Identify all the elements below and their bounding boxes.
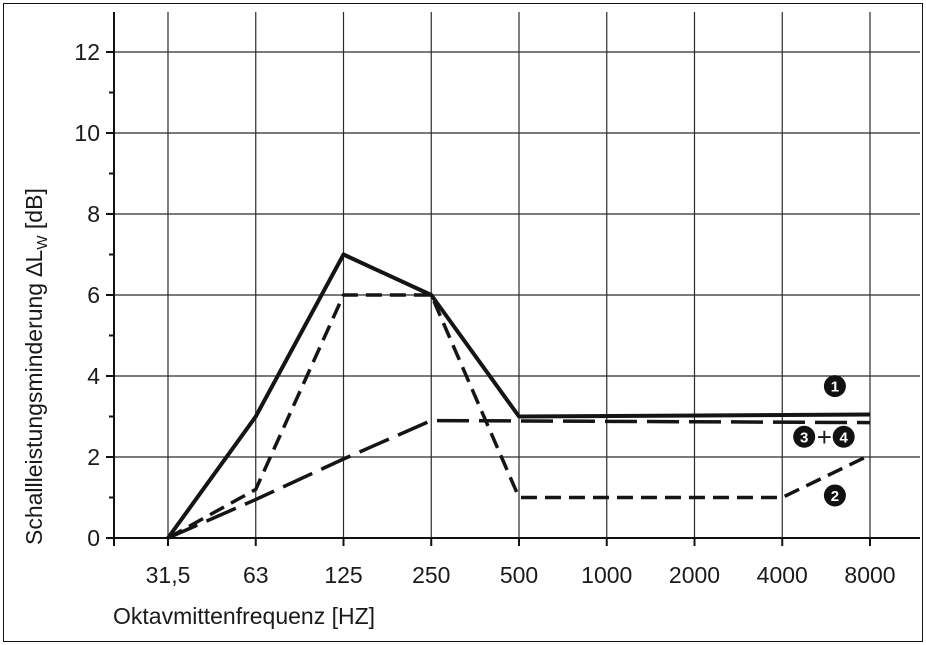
x-tick-label: 500 xyxy=(500,562,538,588)
series-layer xyxy=(166,252,871,540)
chart-frame xyxy=(3,3,923,642)
series-marker-circle xyxy=(793,425,816,448)
series-marker-label: 1 xyxy=(831,379,839,396)
series-marker-label: 3 xyxy=(800,429,808,446)
x-tick-label: 4000 xyxy=(757,562,808,588)
y-axis-title-unit: [dB] xyxy=(21,188,47,235)
series-marker-label: 4 xyxy=(840,429,849,446)
x-tick-label: 2000 xyxy=(669,562,720,588)
y-tick-label: 8 xyxy=(87,201,100,227)
x-axis-title: Oktavmittenfrequenz [HZ] xyxy=(113,603,375,629)
series-marker-label: 2 xyxy=(831,488,839,505)
x-tick-label: 8000 xyxy=(844,562,895,588)
y-tick-label: 0 xyxy=(87,525,100,551)
series-line-1 xyxy=(166,252,871,540)
x-tick-label: 1000 xyxy=(581,562,632,588)
series-marker-circle xyxy=(823,484,846,507)
y-tick-label: 2 xyxy=(87,444,100,470)
x-tick-label: 250 xyxy=(412,562,450,588)
y-tick-label: 4 xyxy=(87,363,100,389)
y-tick-label: 12 xyxy=(74,39,100,65)
series-line-2 xyxy=(167,293,871,540)
y-axis-title: Schallleistungsminderung ∆LW [dB] xyxy=(21,188,51,545)
series-line-3-4 xyxy=(167,418,871,540)
series-marker-circle xyxy=(832,425,855,448)
y-axis-title-main: Schallleistungsminderung ∆L xyxy=(21,249,47,545)
y-tick-label: 10 xyxy=(74,120,100,146)
series-marker-circle xyxy=(823,375,846,398)
marker-plus-sign: + xyxy=(817,422,832,452)
grid-layer xyxy=(114,12,920,538)
x-tick-label: 31,5 xyxy=(146,562,191,588)
y-axis-title-sub: W xyxy=(34,235,51,250)
marker-layer: 1 3 +4 2 xyxy=(793,375,855,507)
x-tick-label: 63 xyxy=(243,562,269,588)
x-tick-label: 125 xyxy=(324,562,362,588)
y-tick-label: 6 xyxy=(87,282,100,308)
